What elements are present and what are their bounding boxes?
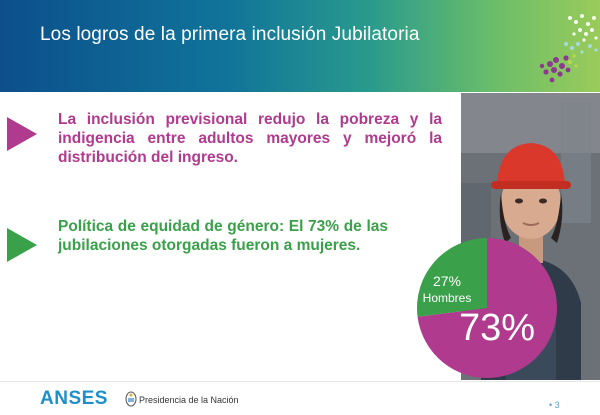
gender-pie-chart: 27% Hombres 73% [417,238,557,378]
national-seal-icon [125,391,137,407]
slide-title: Los logros de la primera inclusión Jubil… [40,24,420,45]
page-number: • 3 [549,400,560,410]
pie-label-men: Hombres [423,291,472,305]
anses-logo: ANSES [40,388,108,409]
pie-label-women-percent: 73% [459,307,535,349]
presidencia-label: Presidencia de la Nación [139,395,239,405]
header-band: Los logros de la primera inclusión Jubil… [0,0,600,92]
bullet-arrow-icon [7,228,37,262]
bullet-text-gender: Política de equidad de género: El 73% de… [58,218,388,254]
pie-slice-men [417,238,487,317]
bullet-text-poverty: La inclusión previsional redujo la pobre… [58,111,442,166]
pie-slice-women [417,238,557,378]
bullet-arrow-icon [7,117,37,151]
pie-label-men-percent: 27% [433,273,461,289]
footer-divider [0,381,600,382]
decorative-pattern-icon [539,14,598,83]
